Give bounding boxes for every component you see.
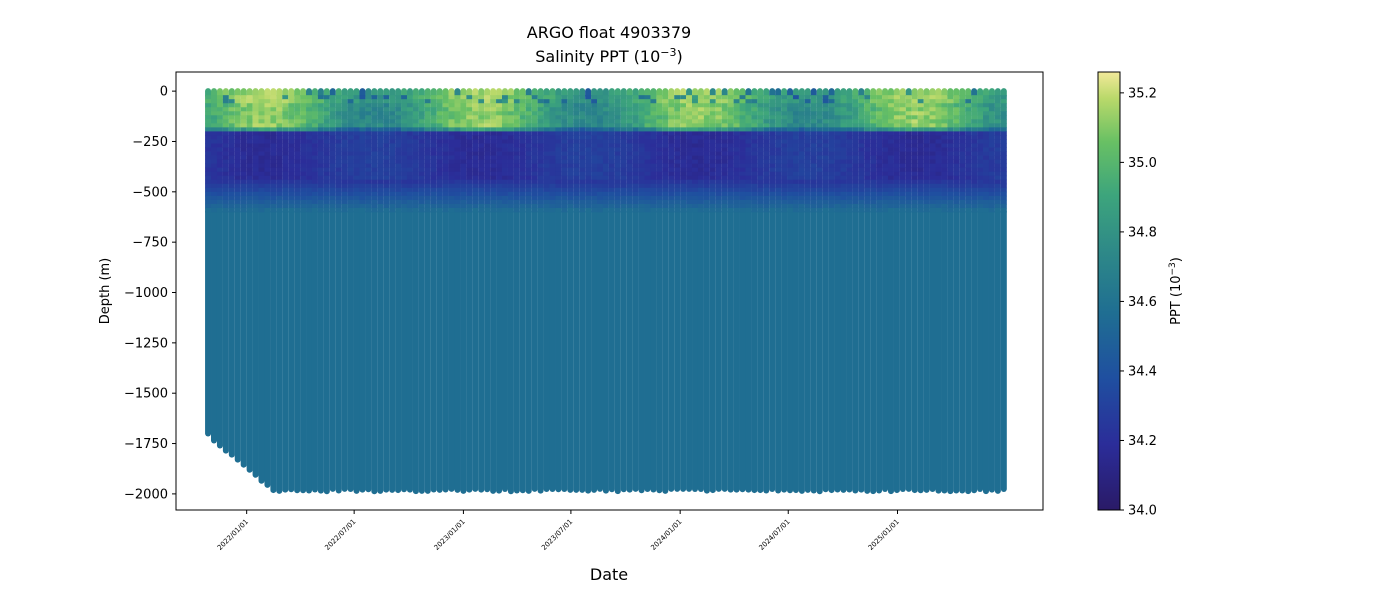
x-axis: 2022/01/01 2022/07/01 2023/01/01 2023/07/01…: [216, 510, 901, 552]
colorbar-tick-label: 34.6: [1128, 295, 1157, 310]
y-axis-label: Depth (m): [98, 258, 113, 325]
x-tick-label: 2022/01/01: [216, 518, 250, 552]
y-tick-label: −500: [132, 185, 168, 200]
x-tick-label: 2024/01/01: [649, 518, 683, 552]
y-tick-label: −750: [132, 236, 168, 251]
chart-subtitle: Salinity PPT (10−3): [535, 46, 683, 66]
y-tick-label: −1750: [124, 437, 168, 452]
y-tick-label: −1500: [124, 387, 168, 402]
x-tick-label: 2023/01/01: [433, 518, 467, 552]
y-tick-label: −1250: [124, 336, 168, 351]
colorbar: [1097, 71, 1121, 511]
y-tick-label: 0: [160, 85, 168, 100]
colorbar-tick-label: 34.4: [1128, 364, 1157, 379]
x-tick-label: 2022/07/01: [323, 518, 357, 552]
x-tick-label: 2023/07/01: [540, 518, 574, 552]
y-tick-label: −250: [132, 135, 168, 150]
colorbar-tick-label: 34.8: [1128, 225, 1157, 240]
colorbar-tick-label: 35.0: [1128, 156, 1157, 171]
y-tick-label: −1000: [124, 286, 168, 301]
profile-scatter: [205, 88, 1007, 495]
x-tick-label: 2025/01/01: [867, 518, 901, 552]
y-axis: 0 −250 −500 −750 −1000 −1250 −1500 −1750 −2000: [124, 85, 176, 502]
chart-title: ARGO float 4903379: [527, 23, 691, 42]
x-tick-label: 2024/07/01: [757, 518, 791, 552]
y-tick-label: −2000: [124, 487, 168, 502]
colorbar-tick-label: 35.2: [1128, 86, 1157, 101]
plot-frame: [175, 71, 1044, 511]
x-axis-label: Date: [590, 565, 628, 584]
colorbar-tick-label: 34.0: [1128, 504, 1157, 519]
colorbar-label: PPT (10−3): [1168, 257, 1184, 325]
colorbar-tick-label: 34.2: [1128, 434, 1157, 449]
colorbar-axis: 34.0 34.2 34.4 34.6 34.8 35.0 35.2: [1120, 86, 1157, 519]
